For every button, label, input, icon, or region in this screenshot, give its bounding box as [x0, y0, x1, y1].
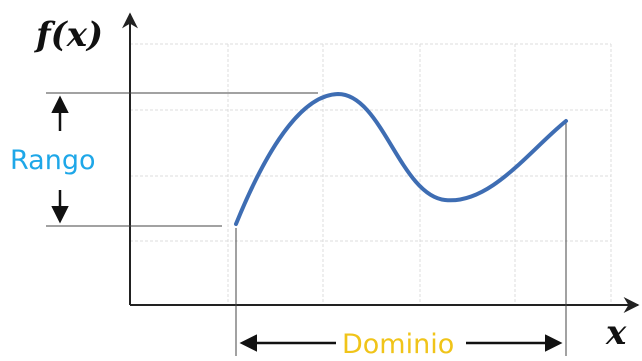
y-axis-label: f(x) [34, 15, 103, 55]
function-curve [234, 92, 568, 226]
range-label: Rango [10, 145, 95, 176]
background-grid [130, 43, 612, 305]
domain-label: Dominio [342, 329, 454, 360]
x-axis-label: x [605, 313, 627, 353]
